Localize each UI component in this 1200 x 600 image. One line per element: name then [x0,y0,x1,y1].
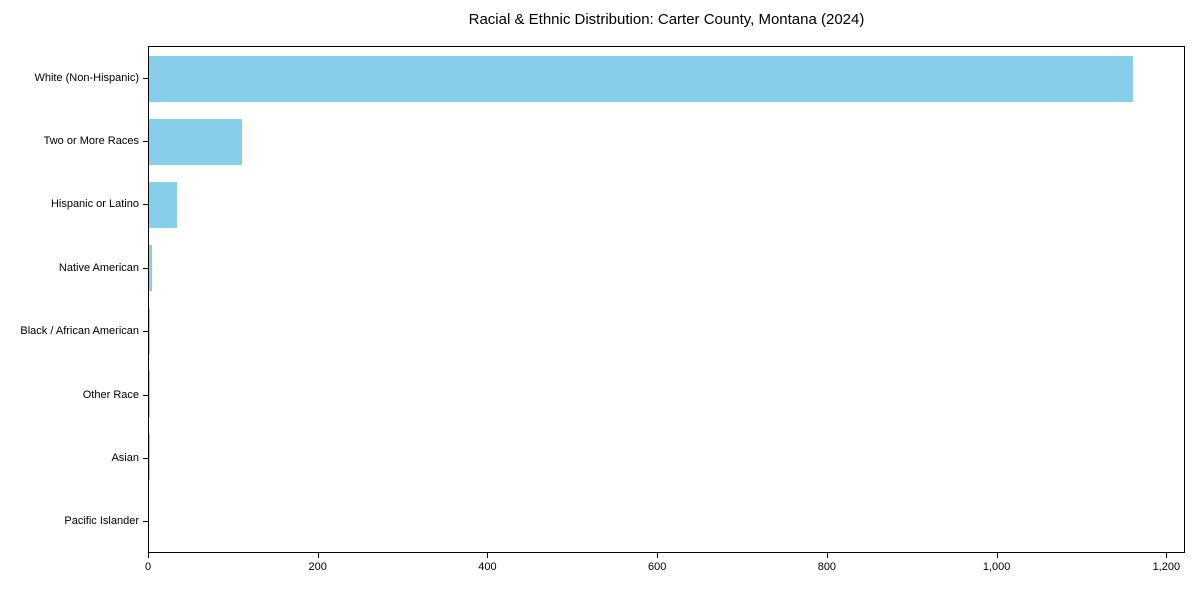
y-tick-label: Asian [111,451,139,464]
x-tick-label: 400 [478,561,497,573]
y-tick-mark [143,204,148,206]
bar: 1162 [149,55,1134,102]
bar-row: 3 [149,236,1184,299]
x-tick-mark [826,553,828,558]
x-tick-mark [487,553,489,558]
x-tick-label: 0 [144,561,152,573]
bar-row: 1 [149,426,1184,489]
bar: 110 [149,118,243,165]
y-tick-mark [143,331,148,333]
bar-row: 33 [149,173,1184,236]
y-tick-mark [143,457,148,459]
y-tick-mark [143,521,148,523]
x-tick-label: 800 [817,561,837,573]
x-tick-label: 1,000 [982,561,1011,573]
bar: 33 [149,181,177,228]
bar: 1 [149,371,150,418]
x-tick-label: 600 [647,561,667,573]
y-tick-label: White (Non-Hispanic) [34,71,139,84]
x-tick-mark [148,553,149,558]
bar: 3 [149,244,152,291]
y-tick-mark [143,77,148,79]
y-tick-label: Other Race [82,388,139,401]
x-tick-mark [996,553,998,558]
x-tick-label: 1,200 [1152,561,1181,573]
bar-row: 1 [149,363,1184,426]
y-tick-label: Native American [58,261,139,274]
bar-row: 1 [149,300,1184,363]
chart-title: Racial & Ethnic Distribution: Carter Cou… [468,11,865,28]
bar: 1 [149,434,150,481]
y-tick-label: Two or More Races [43,135,139,148]
plot-area: 11621103331110 [148,46,1185,553]
y-tick-mark [143,267,148,269]
y-tick-label: Hispanic or Latino [50,198,139,211]
bar-row: 110 [149,110,1184,173]
bar: 1 [149,308,150,355]
x-tick-mark [317,553,319,558]
x-tick-mark [1166,553,1168,558]
x-tick-label: 200 [308,561,327,573]
y-tick-mark [143,141,148,143]
x-tick-mark [657,553,659,558]
y-tick-label: Pacific Islander [64,515,139,528]
bar-row: 0 [149,489,1184,552]
y-tick-label: Black / African American [20,325,139,338]
bar-row: 1162 [149,47,1184,110]
y-tick-mark [143,394,148,396]
